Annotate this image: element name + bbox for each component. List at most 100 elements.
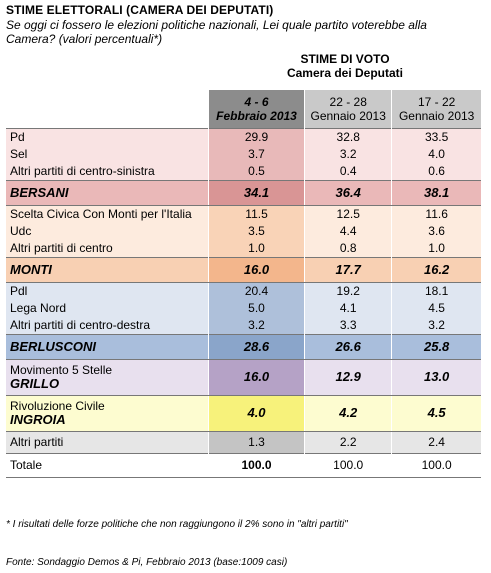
- table-row-monti: MONTI 16.0 17.7 16.2: [6, 256, 481, 283]
- cell-value: 4.0: [391, 145, 481, 163]
- source-note: Fonte: Sondaggio Demos & Pi, Febbraio 20…: [6, 557, 288, 568]
- table-row-bersani: BERSANI 34.1 36.4 38.1: [6, 179, 481, 206]
- cell-value: 3.2: [391, 316, 481, 334]
- col-header-month: Gennaio 2013: [310, 108, 386, 123]
- cell-value: 1.3: [207, 430, 305, 453]
- cell-value: 17.7: [304, 256, 392, 283]
- cell-value: 1.0: [207, 239, 305, 257]
- cell-value: 36.4: [304, 179, 392, 206]
- col-header-dates: 22 - 28: [329, 94, 367, 109]
- table-row-sel: Sel 3.7 3.2 4.0: [6, 145, 481, 163]
- cell-value: 38.1: [391, 179, 481, 206]
- cell-value: 29.9: [207, 127, 305, 146]
- row-label: Altri partiti di centro: [6, 239, 209, 257]
- row-label: Totale: [6, 452, 209, 478]
- cell-value: 12.9: [304, 358, 392, 396]
- cell-value: 3.5: [207, 222, 305, 240]
- cell-value: 1.0: [391, 239, 481, 257]
- cell-value: 100.0: [391, 452, 481, 478]
- table-row-scelta-civica: Scelta Civica Con Monti per l'Italia 11.…: [6, 205, 481, 223]
- estimates-heading: STIME DI VOTO Camera dei Deputati: [210, 52, 480, 80]
- cell-value: 12.5: [304, 205, 392, 223]
- leader-name: GRILLO: [10, 376, 60, 391]
- party-name: Movimento 5 Stelle: [10, 363, 113, 377]
- cell-value: 4.4: [304, 222, 392, 240]
- table-row-berlusconi: BERLUSCONI 28.6 26.6 25.8: [6, 333, 481, 360]
- cell-value: 18.1: [391, 282, 481, 300]
- cell-value: 34.1: [207, 179, 305, 206]
- estimates-heading-line2: Camera dei Deputati: [286, 66, 404, 80]
- col-header-jan-22-28: 22 - 28 Gennaio 2013: [304, 90, 392, 128]
- col-header-month: Febbraio 2013: [216, 108, 297, 123]
- cell-value: 3.2: [207, 316, 305, 334]
- cell-value: 5.0: [207, 299, 305, 317]
- cell-value: 25.8: [391, 333, 481, 360]
- row-label: Pdl: [6, 282, 209, 300]
- cell-value: 4.5: [391, 394, 481, 432]
- col-header-month: Gennaio 2013: [398, 108, 475, 123]
- row-label: Udc: [6, 222, 209, 240]
- vote-estimates-table: 4 - 6 Febbraio 2013 22 - 28 Gennaio 2013…: [6, 90, 481, 478]
- table-row-grillo: Movimento 5 Stelle GRILLO 16.0 12.9 13.0: [6, 358, 481, 396]
- page-title: STIME ELETTORALI (CAMERA DEI DEPUTATI): [6, 3, 274, 17]
- cell-value: 4.2: [304, 394, 392, 432]
- cell-value: 0.8: [304, 239, 392, 257]
- row-label: Sel: [6, 145, 209, 163]
- col-header-dates: 4 - 6: [244, 94, 269, 109]
- col-header-dates: 17 - 22: [417, 94, 456, 109]
- cell-value: 100.0: [304, 452, 392, 478]
- cell-value: 3.3: [304, 316, 392, 334]
- row-label: MONTI: [6, 256, 209, 283]
- cell-value: 2.4: [391, 430, 481, 453]
- table-header-row: 4 - 6 Febbraio 2013 22 - 28 Gennaio 2013…: [6, 90, 481, 128]
- cell-value: 32.8: [304, 127, 392, 146]
- row-label: Rivoluzione Civile INGROIA: [6, 394, 209, 432]
- cell-value: 16.2: [391, 256, 481, 283]
- cell-value: 3.2: [304, 145, 392, 163]
- table-row-pd: Pd 29.9 32.8 33.5: [6, 127, 481, 146]
- table-row-altri-centro: Altri partiti di centro 1.0 0.8 1.0: [6, 239, 481, 257]
- table-row-altri-partiti: Altri partiti 1.3 2.2 2.4: [6, 430, 481, 453]
- survey-question: Se oggi ci fossero le elezioni politiche…: [6, 18, 427, 46]
- cell-value: 16.0: [207, 358, 305, 396]
- header-empty-cell: [6, 90, 208, 128]
- cell-value: 0.6: [391, 162, 481, 180]
- cell-value: 2.2: [304, 430, 392, 453]
- cell-value: 0.4: [304, 162, 392, 180]
- footnote: * I risultati delle forze politiche che …: [6, 519, 348, 530]
- cell-value: 0.5: [207, 162, 305, 180]
- leader-name: INGROIA: [10, 412, 66, 427]
- col-header-jan-17-22: 17 - 22 Gennaio 2013: [391, 90, 481, 128]
- party-name: Rivoluzione Civile: [10, 399, 105, 413]
- table-row-pdl: Pdl 20.4 19.2 18.1: [6, 282, 481, 300]
- cell-value: 13.0: [391, 358, 481, 396]
- cell-value: 26.6: [304, 333, 392, 360]
- row-label: Movimento 5 Stelle GRILLO: [6, 358, 209, 396]
- cell-value: 11.6: [391, 205, 481, 223]
- table-row-udc: Udc 3.5 4.4 3.6: [6, 222, 481, 240]
- row-label: BERLUSCONI: [6, 333, 209, 360]
- estimates-heading-line1: STIME DI VOTO: [300, 52, 390, 66]
- row-label: Lega Nord: [6, 299, 209, 317]
- table-row-lega-nord: Lega Nord 5.0 4.1 4.5: [6, 299, 481, 317]
- cell-value: 20.4: [207, 282, 305, 300]
- cell-value: 4.0: [207, 394, 305, 432]
- cell-value: 28.6: [207, 333, 305, 360]
- row-label: Pd: [6, 127, 209, 146]
- cell-value: 33.5: [391, 127, 481, 146]
- row-label: Altri partiti di centro-sinistra: [6, 162, 209, 180]
- cell-value: 4.5: [391, 299, 481, 317]
- col-header-feb-4-6: 4 - 6 Febbraio 2013: [207, 90, 305, 128]
- table-row-altri-centro-sinistra: Altri partiti di centro-sinistra 0.5 0.4…: [6, 162, 481, 180]
- row-label: Scelta Civica Con Monti per l'Italia: [6, 205, 209, 223]
- cell-value: 16.0: [207, 256, 305, 283]
- cell-value: 19.2: [304, 282, 392, 300]
- table-row-ingroia: Rivoluzione Civile INGROIA 4.0 4.2 4.5: [6, 394, 481, 432]
- row-label: Altri partiti di centro-destra: [6, 316, 209, 334]
- cell-value: 11.5: [207, 205, 305, 223]
- cell-value: 3.6: [391, 222, 481, 240]
- cell-value: 3.7: [207, 145, 305, 163]
- cell-value: 4.1: [304, 299, 392, 317]
- row-label: BERSANI: [6, 179, 209, 206]
- table-row-altri-centro-destra: Altri partiti di centro-destra 3.2 3.3 3…: [6, 316, 481, 334]
